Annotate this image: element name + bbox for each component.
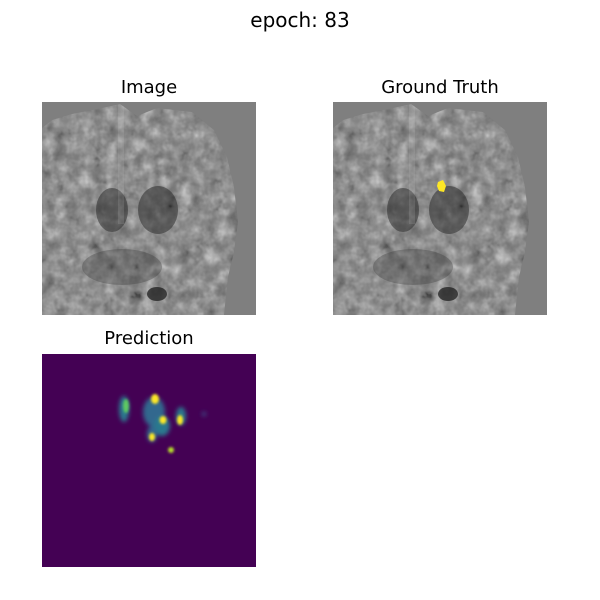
image-panel <box>42 102 256 315</box>
prediction-panel-title: Prediction <box>104 328 194 349</box>
image-panel-title: Image <box>120 77 178 98</box>
ground-truth-panel <box>333 102 547 315</box>
ventricle-left <box>96 188 128 232</box>
figure-title: epoch: 83 <box>250 8 350 32</box>
ground-truth-panel-title: Ground Truth <box>381 77 499 98</box>
prediction-panel <box>42 354 256 567</box>
ventricle-right <box>138 186 178 234</box>
mri-slice-image <box>42 102 256 315</box>
mri-slice-with-mask <box>333 102 547 315</box>
prediction-heatmap <box>42 354 256 567</box>
prediction-high-activation <box>123 394 183 453</box>
lesion-mask <box>437 180 446 192</box>
